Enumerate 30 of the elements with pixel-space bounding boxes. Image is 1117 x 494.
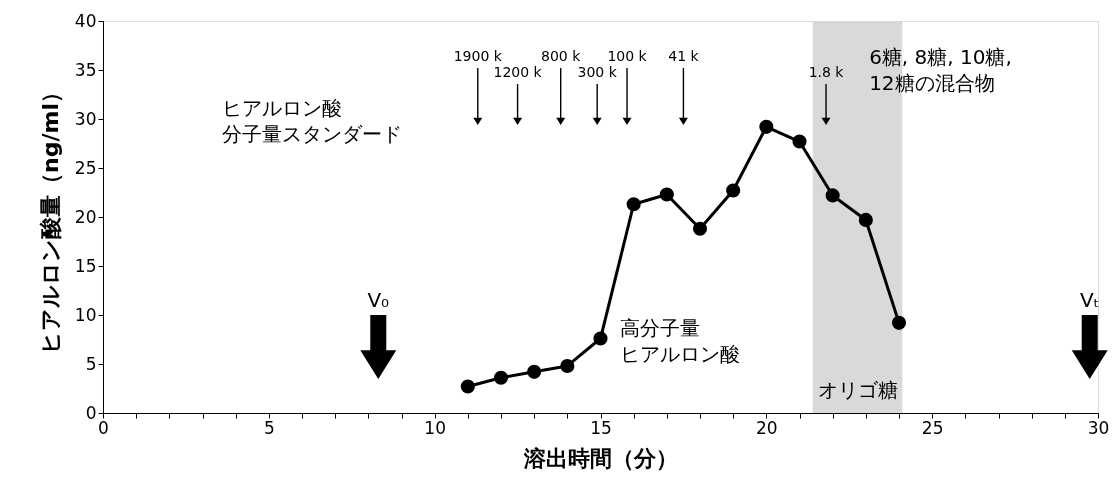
x-tick-label: 20 bbox=[756, 417, 778, 438]
y-tick-label: 10 bbox=[74, 304, 97, 325]
annotation: 高分子量ヒアルロン酸 bbox=[620, 315, 741, 366]
x-axis-title: 溶出時間（分） bbox=[523, 445, 678, 471]
ref-line-label: 1200 k bbox=[493, 64, 543, 80]
y-tick-label: 20 bbox=[74, 206, 97, 227]
ref-line-label: 1900 k bbox=[453, 48, 503, 64]
ref-line-label: 41 k bbox=[668, 48, 700, 64]
y-tick-label: 0 bbox=[85, 402, 97, 423]
x-tick-label: 10 bbox=[424, 417, 446, 438]
x-tick-label: 25 bbox=[921, 417, 944, 438]
y-tick-label: 35 bbox=[74, 59, 97, 80]
band-label: オリゴ糖 bbox=[817, 378, 898, 402]
x-tick-label: 30 bbox=[1087, 417, 1110, 438]
y-tick-label: 25 bbox=[74, 157, 97, 178]
ref-line-label: 800 k bbox=[541, 48, 582, 64]
ref-line-label: 100 k bbox=[607, 48, 648, 64]
x-tick-label: 5 bbox=[263, 417, 275, 438]
y-axis-title: ヒアルロン酸量（ng/ml） bbox=[37, 81, 63, 354]
y-tick-label: 5 bbox=[85, 353, 97, 374]
annotation: ヒアルロン酸分子量スタンダード bbox=[222, 96, 403, 147]
y-tick-label: 40 bbox=[74, 10, 97, 31]
annotation: 6糖, 8糖, 10糖, 12糖の混合物 bbox=[869, 45, 1012, 96]
ref-line-label: 300 k bbox=[577, 64, 618, 80]
ref-line-label: 1.8 k bbox=[808, 64, 845, 80]
ref-line-label: V₀ bbox=[367, 288, 390, 312]
ref-line-label: Vₜ bbox=[1079, 288, 1100, 312]
y-tick-label: 15 bbox=[74, 255, 97, 276]
y-tick-label: 30 bbox=[74, 108, 97, 129]
x-tick-label: 15 bbox=[590, 417, 612, 438]
